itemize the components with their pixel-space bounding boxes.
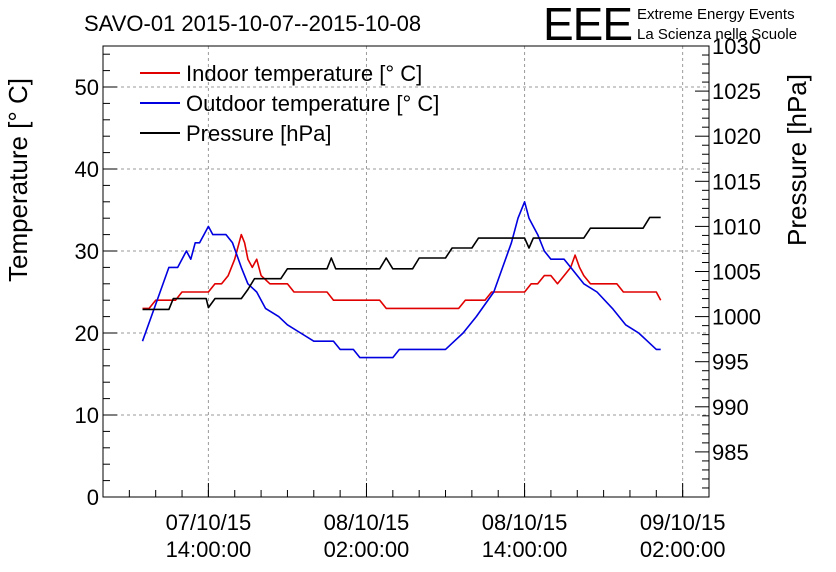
eee-logo-line2: La Scienza nelle Scuole [637, 26, 797, 43]
eee-logo-letters: EEE [543, 0, 632, 50]
legend-label-2: Outdoor temperature [° C] [186, 91, 439, 116]
x-tick-label-time: 14:00:00 [166, 537, 252, 562]
right-axis-label: Pressure [hPa] [782, 74, 812, 246]
left-tick-label: 0 [87, 485, 99, 510]
right-tick-label: 990 [712, 395, 749, 420]
legend: Indoor temperature [° C] Outdoor temperat… [140, 61, 439, 146]
series-line-2 [141, 201, 661, 359]
x-tick-label-date: 09/10/15 [640, 510, 726, 535]
right-tick-label: 1015 [712, 169, 761, 194]
left-tick-label: 40 [75, 157, 99, 182]
right-tick-label: 985 [712, 440, 749, 465]
legend-label-1: Indoor temperature [° C] [186, 61, 422, 86]
left-tick-label: 30 [75, 239, 99, 264]
axes: 0102030405098599099510001005101010151020… [75, 34, 761, 562]
x-tick-label-time: 02:00:00 [640, 537, 726, 562]
right-tick-label: 1005 [712, 260, 761, 285]
chart-title: SAVO-01 2015-10-07--2015-10-08 [84, 11, 421, 36]
x-tick-label-date: 07/10/15 [166, 510, 252, 535]
right-tick-label: 995 [712, 350, 749, 375]
right-tick-label: 1000 [712, 305, 761, 330]
right-tick-label: 1020 [712, 124, 761, 149]
left-axis-label: Temperature [° C] [3, 78, 33, 282]
x-tick-label-time: 02:00:00 [324, 537, 410, 562]
series-layer [141, 201, 662, 359]
x-tick-label-date: 08/10/15 [482, 510, 568, 535]
right-tick-label: 1025 [712, 79, 761, 104]
grid [103, 46, 709, 497]
left-tick-label: 20 [75, 321, 99, 346]
left-tick-label: 50 [75, 75, 99, 100]
right-tick-label: 1030 [712, 34, 761, 59]
eee-logo-line1: Extreme Energy Events [637, 6, 795, 23]
series-line-1 [142, 233, 662, 310]
eee-logo: EEE Extreme Energy Events La Scienza nel… [543, 0, 797, 50]
left-tick-label: 10 [75, 403, 99, 428]
legend-label-3: Pressure [hPa] [186, 121, 332, 146]
x-tick-label-time: 14:00:00 [482, 537, 568, 562]
right-tick-label: 1010 [712, 214, 761, 239]
series-line-3 [142, 216, 661, 311]
x-tick-label-date: 08/10/15 [324, 510, 410, 535]
